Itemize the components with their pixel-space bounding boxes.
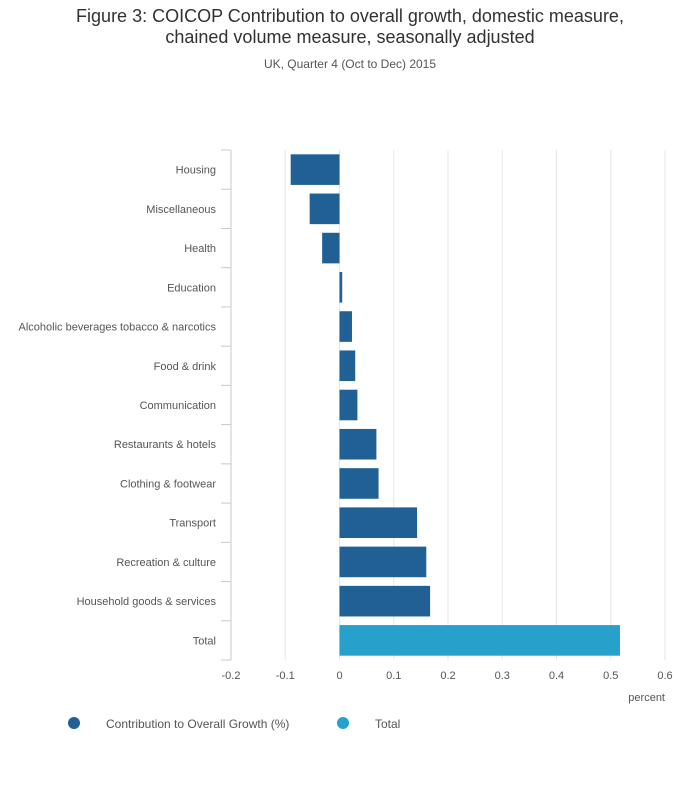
- bar: [339, 428, 377, 460]
- chart-title: Figure 3: COICOP Contribution to overall…: [0, 6, 700, 48]
- category-label: Housing: [176, 165, 216, 177]
- x-tick-label: 0.2: [440, 670, 455, 682]
- category-label: Recreation & culture: [116, 557, 216, 569]
- bar: [339, 272, 343, 303]
- category-label: Total: [193, 635, 216, 647]
- bar: [339, 468, 379, 499]
- x-tick-label: -0.2: [222, 670, 241, 682]
- category-label: Clothing & footwear: [120, 478, 216, 490]
- bar: [339, 311, 352, 342]
- bar: [339, 625, 620, 656]
- category-label: Restaurants & hotels: [114, 439, 217, 451]
- x-axis-label: percent: [628, 692, 665, 704]
- bar: [322, 232, 340, 264]
- chart-title-line-2: chained volume measure, seasonally adjus…: [165, 27, 535, 47]
- chart-title-line-1: Figure 3: COICOP Contribution to overall…: [76, 6, 624, 26]
- bar: [339, 389, 358, 421]
- bar: [339, 350, 356, 382]
- x-tick-label: 0: [336, 670, 342, 682]
- x-tick-label: 0.1: [386, 670, 401, 682]
- category-label: Food & drink: [154, 361, 217, 373]
- x-tick-label: 0.4: [549, 670, 564, 682]
- category-label: Communication: [140, 400, 216, 412]
- category-label: Alcoholic beverages tobacco & narcotics: [19, 322, 217, 334]
- bars: [290, 154, 620, 656]
- category-label: Health: [184, 243, 216, 255]
- legend: Contribution to Overall Growth (%) Total: [68, 717, 400, 731]
- chart-subtitle: UK, Quarter 4 (Oct to Dec) 2015: [263, 57, 437, 71]
- x-tick-label: 0.3: [495, 670, 510, 682]
- legend-marker: [337, 717, 349, 729]
- category-label: Education: [167, 282, 216, 294]
- bar: [339, 585, 431, 617]
- category-label: Transport: [169, 518, 216, 530]
- category-label: Miscellaneous: [146, 204, 216, 216]
- legend-label: Total: [375, 717, 400, 731]
- y-axis: [221, 149, 232, 661]
- legend-marker: [68, 717, 80, 729]
- bar: [339, 546, 427, 578]
- x-tick-label: 0.6: [657, 670, 672, 682]
- x-tick-label: -0.1: [276, 670, 295, 682]
- legend-label: Contribution to Overall Growth (%): [106, 717, 289, 731]
- gridlines: [230, 150, 666, 660]
- x-axis-ticks: -0.2 -0.1 0 0.1 0.2 0.3 0.4 0.5 0.6: [222, 670, 673, 682]
- x-tick-label: 0.5: [603, 670, 618, 682]
- bar: [309, 193, 340, 225]
- bar: [290, 154, 340, 185]
- category-labels: Housing Miscellaneous Health Education Alcoh…: [19, 165, 217, 648]
- bar: [339, 507, 418, 538]
- category-label: Household goods & services: [77, 596, 217, 608]
